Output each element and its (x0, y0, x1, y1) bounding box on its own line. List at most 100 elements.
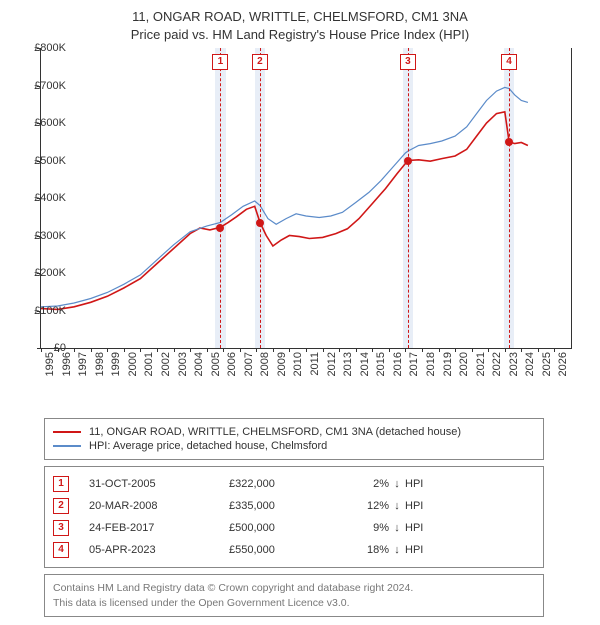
y-axis-label: £500K (34, 155, 66, 167)
x-axis-label: 2007 (243, 352, 255, 376)
sales-price: £550,000 (229, 544, 339, 556)
x-tick (91, 348, 92, 352)
x-axis-label: 2018 (425, 352, 437, 376)
x-axis-label: 1999 (110, 352, 122, 376)
sales-price: £500,000 (229, 522, 339, 534)
x-axis-label: 1995 (44, 352, 56, 376)
x-tick (157, 348, 158, 352)
x-axis-label: 2015 (375, 352, 387, 376)
x-tick (389, 348, 390, 352)
x-tick (124, 348, 125, 352)
x-tick (273, 348, 274, 352)
sales-row: 405-APR-2023£550,00018%↓HPI (53, 539, 535, 561)
event-line (260, 48, 261, 348)
event-marker: 1 (212, 54, 228, 70)
sales-table: 131-OCT-2005£322,0002%↓HPI 2 20-MAR-2008£3… (44, 466, 544, 568)
event-line (509, 48, 510, 348)
sale-dot (404, 157, 412, 165)
x-axis-label: 2006 (226, 352, 238, 376)
x-axis-label: 2011 (309, 352, 321, 376)
sales-marker: 3 (53, 520, 69, 536)
x-tick (405, 348, 406, 352)
y-axis-label: £600K (34, 117, 66, 129)
series-property (41, 112, 528, 310)
x-tick (505, 348, 506, 352)
x-axis-label: 2002 (160, 352, 172, 376)
footer-line-2: This data is licensed under the Open Gov… (53, 596, 535, 610)
x-tick (107, 348, 108, 352)
sales-date: 20-MAR-2008 (89, 500, 229, 512)
x-tick (289, 348, 290, 352)
x-tick (240, 348, 241, 352)
legend-swatch-hpi (53, 445, 81, 447)
sales-hpi-label: HPI (405, 500, 445, 512)
sales-date: 05-APR-2023 (89, 544, 229, 556)
event-line (220, 48, 221, 348)
x-axis-label: 1998 (94, 352, 106, 376)
event-marker: 3 (400, 54, 416, 70)
x-axis-label: 2022 (491, 352, 503, 376)
x-axis-label: 2008 (259, 352, 271, 376)
x-tick (223, 348, 224, 352)
x-tick (256, 348, 257, 352)
event-line (408, 48, 409, 348)
sales-pct: 9% (339, 522, 389, 534)
x-axis-label: 2004 (193, 352, 205, 376)
event-marker: 4 (501, 54, 517, 70)
down-arrow-icon: ↓ (389, 544, 405, 556)
sales-row: 131-OCT-2005£322,0002%↓HPI (53, 473, 535, 495)
x-axis-label: 2026 (557, 352, 569, 376)
title-line-1: 11, ONGAR ROAD, WRITTLE, CHELMSFORD, CM1… (0, 8, 600, 26)
x-axis-label: 2001 (143, 352, 155, 376)
chart-area: 1234 £0£100K£200K£300K£400K£500K£600K£70… (40, 48, 600, 378)
x-tick (455, 348, 456, 352)
series-hpi (41, 88, 528, 307)
y-axis-label: £700K (34, 80, 66, 92)
y-axis-label: £200K (34, 267, 66, 279)
legend: 11, ONGAR ROAD, WRITTLE, CHELMSFORD, CM1… (44, 418, 544, 460)
x-axis-label: 2009 (276, 352, 288, 376)
x-axis-label: 2000 (127, 352, 139, 376)
sales-marker: 2 (53, 498, 69, 514)
chart-lines (41, 48, 571, 348)
sales-marker: 4 (53, 542, 69, 558)
sales-row: 220-MAR-2008£335,00012%↓HPI (53, 495, 535, 517)
sales-pct: 18% (339, 544, 389, 556)
footer: Contains HM Land Registry data © Crown c… (44, 574, 544, 616)
sales-hpi-label: HPI (405, 478, 445, 490)
x-tick (323, 348, 324, 352)
y-axis-label: £100K (34, 305, 66, 317)
sales-hpi-label: HPI (405, 522, 445, 534)
sale-dot (505, 138, 513, 146)
x-tick (174, 348, 175, 352)
y-axis-label: £300K (34, 230, 66, 242)
x-axis-label: 2017 (408, 352, 420, 376)
x-axis-label: 2020 (458, 352, 470, 376)
x-axis-label: 2016 (392, 352, 404, 376)
x-tick (538, 348, 539, 352)
x-axis-label: 2013 (342, 352, 354, 376)
x-axis-label: 2005 (210, 352, 222, 376)
x-tick (372, 348, 373, 352)
event-marker: 2 (252, 54, 268, 70)
legend-label-property: 11, ONGAR ROAD, WRITTLE, CHELMSFORD, CM1… (89, 426, 461, 438)
page-root: 11, ONGAR ROAD, WRITTLE, CHELMSFORD, CM1… (0, 0, 600, 617)
x-axis-label: 2003 (177, 352, 189, 376)
x-tick (140, 348, 141, 352)
y-axis-label: £800K (34, 42, 66, 54)
sales-price: £322,000 (229, 478, 339, 490)
x-tick (306, 348, 307, 352)
sales-pct: 2% (339, 478, 389, 490)
y-axis-label: £400K (34, 192, 66, 204)
x-tick (74, 348, 75, 352)
x-axis-label: 2023 (508, 352, 520, 376)
legend-item-property: 11, ONGAR ROAD, WRITTLE, CHELMSFORD, CM1… (53, 425, 535, 439)
x-tick (207, 348, 208, 352)
legend-swatch-property (53, 431, 81, 433)
x-tick (521, 348, 522, 352)
sales-date: 31-OCT-2005 (89, 478, 229, 490)
x-tick (356, 348, 357, 352)
sales-pct: 12% (339, 500, 389, 512)
sales-date: 24-FEB-2017 (89, 522, 229, 534)
x-axis-label: 2012 (326, 352, 338, 376)
